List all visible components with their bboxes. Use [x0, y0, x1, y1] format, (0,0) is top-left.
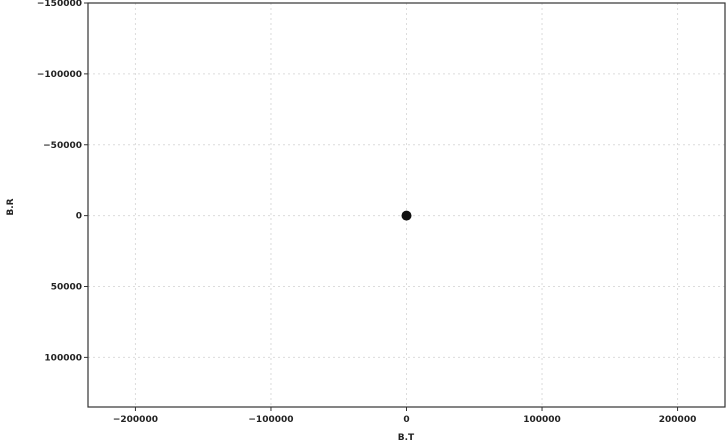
y-tick-label: −150000: [37, 0, 82, 9]
x-tick-label: 100000: [523, 415, 561, 425]
x-tick-label: 0: [403, 415, 409, 425]
axis-ticks: −200000 −100000 0 100000 200000 −150000 −10000…: [37, 0, 696, 425]
y-tick-label: −50000: [43, 141, 82, 151]
data-points: [401, 210, 412, 221]
x-tick-label: −200000: [113, 415, 158, 425]
y-tick-label: 0: [76, 212, 82, 222]
y-tick-label: 50000: [51, 283, 82, 293]
y-axis-label: B.R: [6, 198, 16, 215]
y-tick-label: 100000: [44, 353, 82, 363]
plot-frame: [87, 2, 726, 408]
x-axis-label: B.T: [398, 433, 415, 443]
data-point: [401, 210, 412, 221]
x-tick-label: 200000: [659, 415, 697, 425]
x-tick-label: −100000: [248, 415, 293, 425]
y-tick-label: −100000: [37, 70, 82, 80]
grid-lines: [88, 2, 725, 407]
